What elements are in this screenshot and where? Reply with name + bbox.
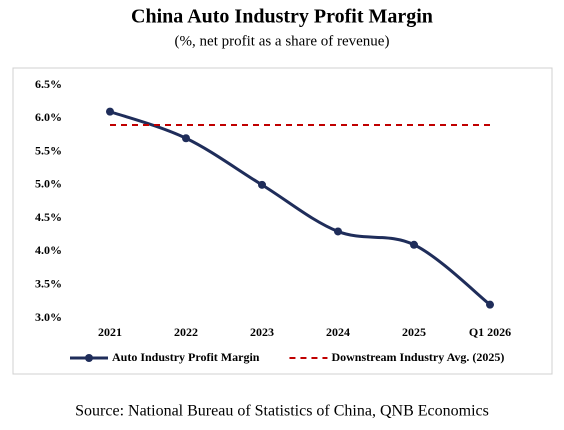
- source-note: Source: National Bureau of Statistics of…: [75, 403, 489, 420]
- data-point: [486, 300, 494, 309]
- legend-label: Auto Industry Profit Margin: [112, 350, 260, 364]
- y-tick-label: 4.5%: [35, 210, 62, 224]
- chart-subtitle: (%, net profit as a share of revenue): [175, 33, 390, 49]
- y-tick-label: 5.0%: [35, 177, 62, 191]
- legend-marker: [85, 354, 93, 362]
- x-tick-label: 2024: [326, 325, 350, 339]
- x-tick-label: 2021: [98, 325, 122, 339]
- series-line: [109, 110, 491, 306]
- data-point: [258, 180, 266, 189]
- y-tick-label: 3.5%: [35, 276, 62, 290]
- x-tick-label: 2022: [174, 325, 198, 339]
- y-tick-label: 5.5%: [35, 143, 62, 157]
- data-point: [334, 227, 342, 236]
- y-tick-label: 4.0%: [35, 243, 62, 257]
- legend-label: Downstream Industry Avg. (2025): [331, 350, 504, 364]
- chart-frame: [12, 67, 553, 375]
- y-tick-label: 6.0%: [35, 110, 62, 124]
- data-point: [410, 240, 418, 249]
- data-point: [182, 134, 190, 143]
- x-tick-label: Q1 2026: [469, 325, 511, 339]
- x-tick-label: 2023: [250, 325, 274, 339]
- y-tick-label: 3.0%: [35, 310, 62, 324]
- y-tick-label: 6.5%: [35, 77, 62, 91]
- chart-title: China Auto Industry Profit Margin: [131, 6, 433, 28]
- x-tick-label: 2025: [402, 325, 426, 339]
- data-point: [106, 107, 114, 116]
